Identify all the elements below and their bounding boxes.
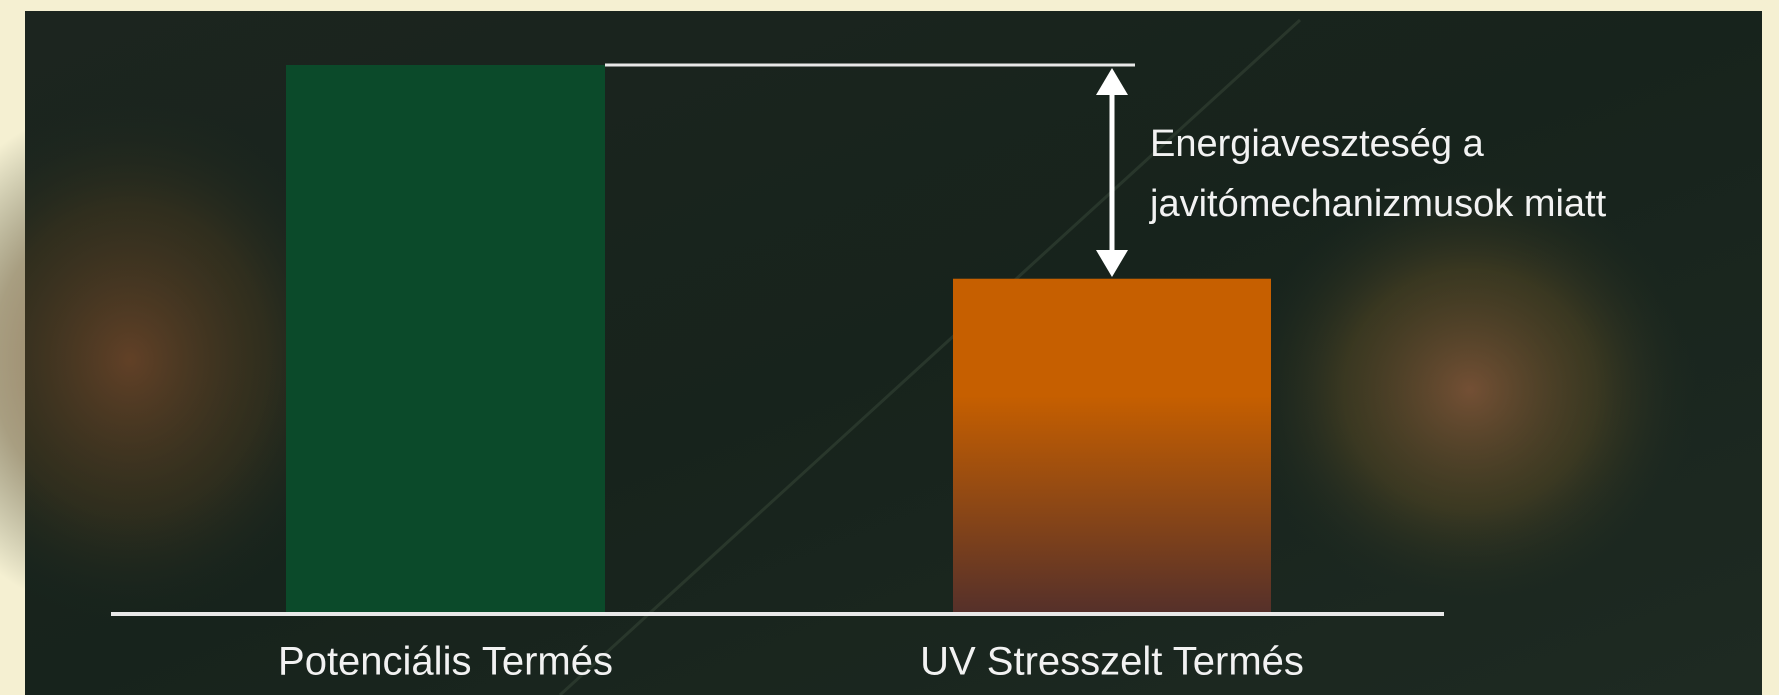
annotation: javitómechanizmusok miatt <box>1149 183 1607 225</box>
bar <box>286 65 605 613</box>
annotation: Energiaveszteség a <box>1150 123 1485 165</box>
bar <box>953 278 1271 613</box>
arrow-head <box>1096 68 1128 95</box>
x-tick-label: UV Stresszelt Termés <box>920 640 1304 684</box>
x-tick-label: Potenciális Termés <box>278 640 613 684</box>
leaf-spot <box>0 100 360 620</box>
arrow-head <box>1096 250 1128 277</box>
leaf-vein <box>558 18 1302 695</box>
leaf-spot <box>1240 170 1700 610</box>
